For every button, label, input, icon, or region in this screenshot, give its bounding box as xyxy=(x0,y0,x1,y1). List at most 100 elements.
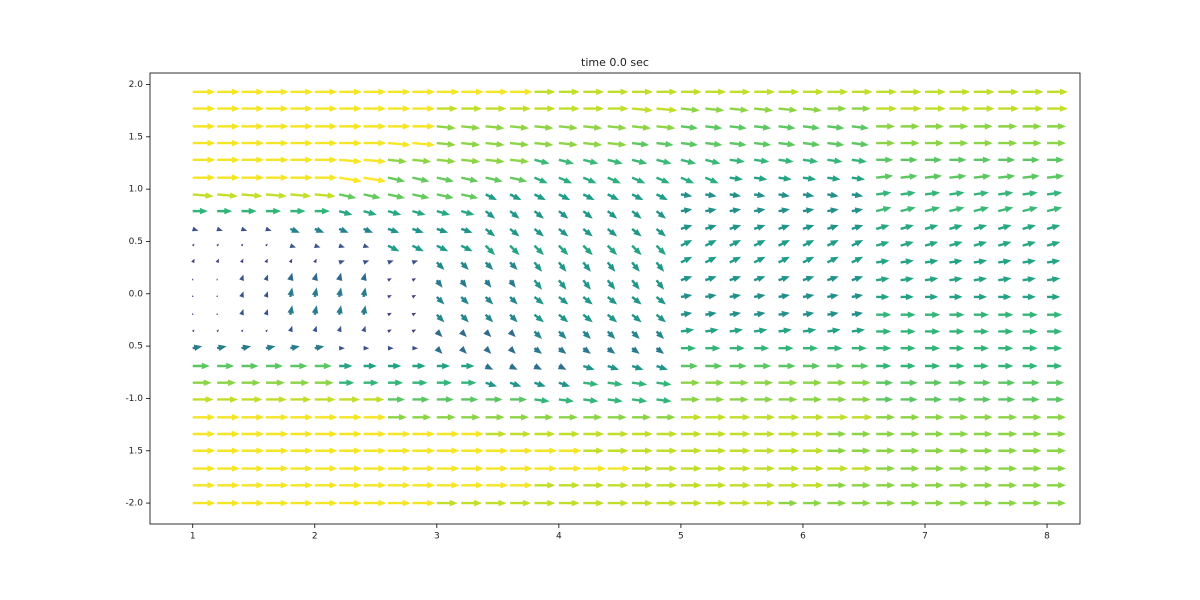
arrow xyxy=(655,313,666,323)
arrow xyxy=(851,224,864,231)
arrow xyxy=(483,329,492,338)
arrow xyxy=(288,258,293,264)
arrow xyxy=(558,227,569,237)
arrow xyxy=(851,362,869,370)
arrow xyxy=(311,305,319,315)
arrow xyxy=(290,379,310,386)
arrow xyxy=(436,193,454,200)
arrow xyxy=(1047,328,1063,335)
arrow xyxy=(827,430,847,438)
arrow xyxy=(1022,465,1042,472)
arrow xyxy=(656,465,678,472)
arrow xyxy=(998,173,1016,180)
arrow xyxy=(900,276,914,283)
arrow xyxy=(461,124,481,131)
arrow xyxy=(680,224,693,231)
arrow xyxy=(900,482,920,489)
arrow xyxy=(827,175,841,182)
arrow xyxy=(436,176,454,183)
arrow xyxy=(483,279,492,288)
arrow xyxy=(778,396,798,403)
arrow xyxy=(949,258,963,265)
arrow xyxy=(949,173,967,180)
arrow xyxy=(973,173,991,180)
y-tick-label: 0.5 xyxy=(129,342,143,352)
arrow xyxy=(314,362,332,370)
arrow xyxy=(265,156,289,164)
arrow xyxy=(192,123,216,130)
arrow xyxy=(900,156,918,164)
arrow xyxy=(778,256,790,264)
arrow xyxy=(387,209,402,216)
arrow xyxy=(1046,224,1061,231)
arrow xyxy=(802,310,815,318)
arrow xyxy=(290,88,314,96)
arrow xyxy=(363,139,387,147)
arrow xyxy=(705,140,723,148)
arrow xyxy=(191,258,195,264)
arrow xyxy=(998,499,1018,507)
arrow xyxy=(558,124,578,131)
arrow xyxy=(412,157,432,165)
arrow xyxy=(583,397,599,404)
arrow xyxy=(778,175,792,182)
arrow xyxy=(754,482,776,489)
arrow xyxy=(534,397,550,404)
arrow xyxy=(1022,139,1042,147)
arrow xyxy=(1047,311,1063,318)
arrow xyxy=(753,239,766,247)
arrow xyxy=(778,379,798,386)
arrow xyxy=(802,224,815,231)
arrow xyxy=(851,275,864,283)
arrow xyxy=(1022,344,1038,352)
y-tick-label: 1.5 xyxy=(129,132,143,142)
arrow xyxy=(705,106,725,113)
arrow xyxy=(509,380,522,388)
arrow xyxy=(949,379,967,386)
arrow xyxy=(827,293,839,300)
arrow xyxy=(461,482,485,489)
arrow xyxy=(314,123,338,130)
arrow xyxy=(241,192,263,199)
arrow xyxy=(802,344,819,352)
arrow xyxy=(363,209,377,216)
arrow xyxy=(339,447,362,455)
arrow xyxy=(509,296,518,305)
arrow xyxy=(509,261,518,270)
arrow xyxy=(949,123,969,130)
arrow xyxy=(851,175,866,182)
arrow xyxy=(484,363,494,370)
arrow xyxy=(924,190,941,197)
arrow xyxy=(510,499,531,507)
arrow xyxy=(754,379,774,386)
arrow xyxy=(973,240,988,248)
arrow xyxy=(1022,88,1044,96)
arrow xyxy=(192,344,203,352)
arrow xyxy=(949,328,965,335)
arrow xyxy=(802,379,822,386)
arrow xyxy=(240,243,244,247)
arrow xyxy=(778,414,800,421)
arrow xyxy=(289,226,300,233)
arrow xyxy=(1022,123,1042,130)
arrow xyxy=(924,173,943,180)
arrow xyxy=(363,88,387,96)
arrow xyxy=(485,447,509,455)
arrow xyxy=(290,139,314,147)
arrow xyxy=(778,447,800,455)
plot-frame xyxy=(149,72,1081,525)
arrow xyxy=(290,396,312,403)
arrow xyxy=(241,156,265,164)
arrow xyxy=(631,124,652,131)
arrow xyxy=(263,291,269,298)
arrow xyxy=(461,414,481,421)
arrow xyxy=(241,362,259,370)
arrow xyxy=(606,244,618,256)
arrow xyxy=(705,327,719,334)
arrow xyxy=(753,256,766,264)
arrow xyxy=(851,465,873,472)
arrow xyxy=(973,328,990,335)
arrow xyxy=(1022,499,1042,507)
arrow xyxy=(533,346,543,354)
arrow xyxy=(533,313,544,323)
